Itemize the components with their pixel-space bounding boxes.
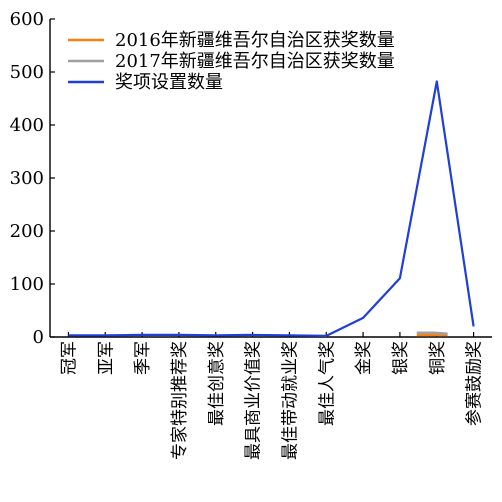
x-tick-label: 银奖 bbox=[391, 341, 411, 375]
y-tick-label: 200 bbox=[10, 221, 44, 242]
y-tick-label: 500 bbox=[10, 62, 44, 83]
y-tick-label: 0 bbox=[33, 327, 44, 348]
y-tick-label: 300 bbox=[10, 168, 44, 189]
x-tick-label: 最佳带动就业奖 bbox=[280, 341, 300, 460]
x-tick-label: 冠军 bbox=[59, 341, 79, 375]
x-tick-label: 亚军 bbox=[96, 341, 116, 375]
series-line-3 bbox=[68, 80, 475, 337]
y-axis-ticks: 0 100 200 300 400 500 600 bbox=[10, 9, 55, 348]
y-tick-label: 400 bbox=[10, 115, 44, 136]
x-tick-label: 专家特别推荐奖 bbox=[170, 341, 190, 460]
x-tick-label: 最佳创意奖 bbox=[207, 341, 227, 426]
series-layer bbox=[68, 80, 475, 337]
x-tick-label: 参赛鼓励奖 bbox=[464, 341, 485, 426]
y-tick-label: 600 bbox=[10, 9, 44, 30]
x-axis-ticks: 冠军 亚军 季军 专家特别推荐奖 最佳创意奖 最具商业价值奖 最佳带动就业奖 最佳人气奖 金奖银… bbox=[59, 332, 485, 460]
x-tick-label: 最具商业价值奖 bbox=[244, 341, 264, 460]
series-line-2 bbox=[416, 331, 448, 336]
legend-label: 奖项设置数量 bbox=[115, 72, 223, 93]
x-tick-label: 季军 bbox=[133, 341, 153, 375]
x-tick-label: 铜奖 bbox=[428, 341, 448, 375]
legend-label: 2016年新疆维吾尔自治区获奖数量 bbox=[115, 30, 395, 51]
legend-label: 2017年新疆维吾尔自治区获奖数量 bbox=[115, 51, 395, 72]
y-tick-label: 100 bbox=[10, 274, 44, 295]
x-tick-label: 最佳人气奖 bbox=[317, 341, 337, 426]
x-tick-label: 金奖 bbox=[354, 341, 374, 375]
